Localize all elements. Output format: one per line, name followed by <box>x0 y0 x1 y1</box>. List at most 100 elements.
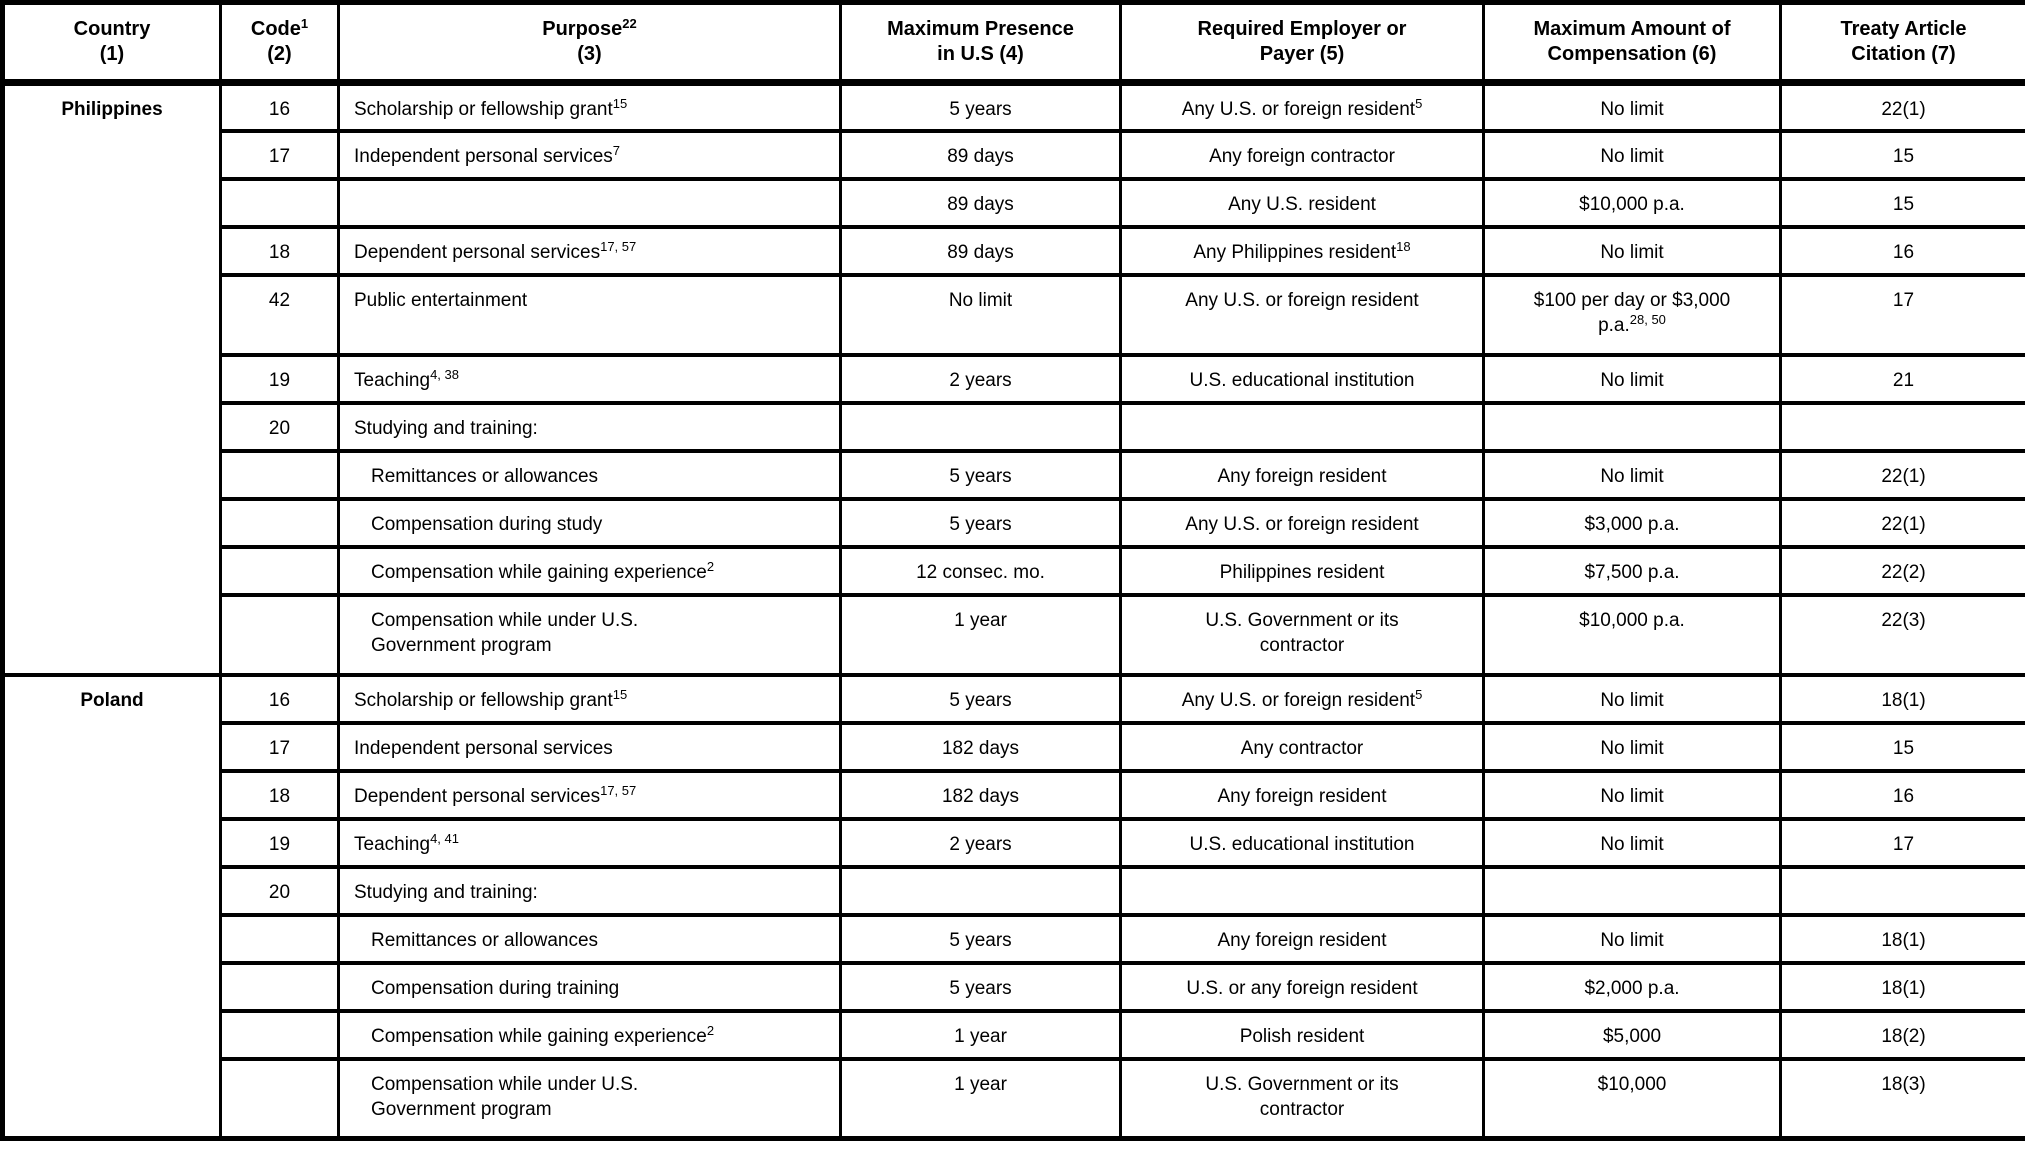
cell-max-compensation-text: No limit <box>1600 241 1664 263</box>
cell-purpose-text: Dependent personal services <box>354 785 601 807</box>
cell-required-payer <box>1119 864 1485 917</box>
cell-required-payer-text: U.S. or any foreign resident <box>1186 977 1418 999</box>
cell-purpose-text: Public entertainment <box>354 289 528 311</box>
cell-required-payer: Any foreign resident <box>1119 768 1485 821</box>
country-cell: Philippines <box>1 80 222 677</box>
cell-treaty-citation: 18(1) <box>1779 672 2025 725</box>
cell-max-compensation-footnote: 28, 50 <box>1629 311 1666 327</box>
cell-max-presence: 182 days <box>839 720 1122 773</box>
cell-required-payer: Any Philippines resident18 <box>1119 224 1485 277</box>
cell-required-payer-text: Any U.S. or foreign resident <box>1185 513 1419 535</box>
cell-max-compensation: No limit <box>1482 672 1782 725</box>
cell-required-payer: Polish resident <box>1119 1008 1485 1061</box>
cell-required-payer-text: Any foreign contractor <box>1209 145 1395 167</box>
cell-purpose-footnote: 15 <box>612 686 628 702</box>
cell-code: 17 <box>219 128 340 181</box>
cell-purpose-text: Compensation while gaining experience <box>371 1025 707 1047</box>
table-row: Compensation while under U.S. Government… <box>3 1056 2025 1141</box>
table-row: Poland 16 Scholarship or fellowship grant1… <box>1 672 2025 1141</box>
cell-purpose: Compensation while under U.S. Government… <box>337 592 842 677</box>
cell-purpose-text: Studying and training: <box>354 417 538 439</box>
cell-max-presence: 2 years <box>839 816 1122 869</box>
cell-max-presence: 5 years <box>839 912 1122 965</box>
cell-treaty-citation: 18(1) <box>1779 912 2025 965</box>
cell-purpose <box>337 176 842 229</box>
cell-purpose: Remittances or allowances <box>337 448 842 501</box>
cell-required-payer <box>1119 400 1485 453</box>
cell-code <box>219 544 340 597</box>
col-header-max-presence: Maximum Presence in U.S (4) <box>839 0 1122 86</box>
cell-required-payer-text: U.S. Government or its contractor <box>1205 609 1399 656</box>
cell-required-payer: Any contractor <box>1119 720 1485 773</box>
cell-required-payer-text: U.S. educational institution <box>1189 369 1415 391</box>
cell-purpose-text: Independent personal services <box>354 145 613 167</box>
table-row: Compensation while under U.S. Government… <box>3 592 2025 677</box>
cell-purpose-text: Scholarship or fellowship grant <box>354 689 613 711</box>
cell-max-presence: No limit <box>839 272 1122 357</box>
cell-max-presence: 12 consec. mo. <box>839 544 1122 597</box>
cell-purpose: Scholarship or fellowship grant15 <box>337 672 842 725</box>
cell-required-payer: Any U.S. or foreign resident <box>1119 272 1485 357</box>
cell-max-presence: 1 year <box>839 1056 1122 1141</box>
cell-max-compensation-text: $7,500 p.a. <box>1584 561 1680 583</box>
cell-code: 16 <box>219 80 340 133</box>
cell-purpose-text: Compensation while gaining experience <box>371 561 707 583</box>
cell-max-presence: 5 years <box>839 496 1122 549</box>
cell-max-compensation-text: No limit <box>1600 833 1664 855</box>
cell-purpose-text: Independent personal services <box>354 737 613 759</box>
cell-purpose: Independent personal services <box>337 720 842 773</box>
cell-treaty-citation: 17 <box>1779 272 2025 357</box>
cell-code: 17 <box>219 720 340 773</box>
header-line: Compensation (6) <box>1547 43 1717 65</box>
cell-max-compensation: No limit <box>1482 352 1782 405</box>
table-row: 17 Independent personal services7 89 days A… <box>3 128 2025 181</box>
cell-required-payer-text: U.S. Government or its contractor <box>1205 1073 1399 1120</box>
table-row: 42 Public entertainment No limit Any U.S. o… <box>3 272 2025 357</box>
cell-purpose-text: Compensation while under U.S. Government… <box>371 1073 639 1120</box>
col-header-treaty-citation: Treaty Article Citation (7) <box>1779 0 2025 86</box>
cell-code: 18 <box>219 224 340 277</box>
cell-treaty-citation: 18(2) <box>1779 1008 2025 1061</box>
cell-required-payer: Any U.S. resident <box>1119 176 1485 229</box>
cell-treaty-citation: 22(3) <box>1779 592 2025 677</box>
cell-purpose-footnote: 4, 41 <box>430 830 459 846</box>
table-row: Remittances or allowances 5 years Any fore… <box>3 912 2025 965</box>
table-row: Philippines 16 Scholarship or fellowship g… <box>1 80 2025 677</box>
cell-purpose: Teaching4, 38 <box>337 352 842 405</box>
cell-purpose: Compensation while gaining experience2 <box>337 1008 842 1061</box>
cell-treaty-citation: 22(2) <box>1779 544 2025 597</box>
header-line: (2) <box>267 43 292 65</box>
cell-purpose: Public entertainment <box>337 272 842 357</box>
cell-treaty-citation: 15 <box>1779 176 2025 229</box>
cell-max-compensation-text: No limit <box>1600 785 1664 807</box>
cell-max-presence: 182 days <box>839 768 1122 821</box>
cell-required-payer-footnote: 18 <box>1396 238 1411 254</box>
col-header-purpose: Purpose22 (3) <box>337 0 842 86</box>
cell-required-payer: Philippines resident <box>1119 544 1485 597</box>
cell-max-compensation: $2,000 p.a. <box>1482 960 1782 1013</box>
cell-required-payer-text: Philippines resident <box>1219 561 1385 583</box>
col-header-required-payer: Required Employer or Payer (5) <box>1119 0 1485 86</box>
cell-required-payer-text: Any contractor <box>1240 737 1364 759</box>
cell-code: 16 <box>219 672 340 725</box>
cell-max-presence <box>839 400 1122 453</box>
cell-purpose: Remittances or allowances <box>337 912 842 965</box>
cell-code <box>219 496 340 549</box>
cell-code: 20 <box>219 864 340 917</box>
cell-max-compensation <box>1482 400 1782 453</box>
cell-code: 19 <box>219 816 340 869</box>
cell-max-compensation: No limit <box>1482 816 1782 869</box>
country-cell: Poland <box>1 672 222 1141</box>
cell-required-payer: U.S. or any foreign resident <box>1119 960 1485 1013</box>
cell-code: 18 <box>219 768 340 821</box>
cell-max-compensation-text: $3,000 p.a. <box>1584 513 1680 535</box>
cell-max-compensation: $10,000 p.a. <box>1482 592 1782 677</box>
cell-max-compensation-text: $2,000 p.a. <box>1584 977 1680 999</box>
cell-required-payer-text: Any foreign resident <box>1217 465 1387 487</box>
cell-max-compensation-text: No limit <box>1600 737 1664 759</box>
cell-max-compensation-text: No limit <box>1600 689 1664 711</box>
cell-treaty-citation: 15 <box>1779 720 2025 773</box>
header-line: Purpose <box>542 18 623 40</box>
cell-purpose-footnote: 2 <box>706 558 715 574</box>
cell-required-payer-footnote: 5 <box>1415 96 1423 111</box>
